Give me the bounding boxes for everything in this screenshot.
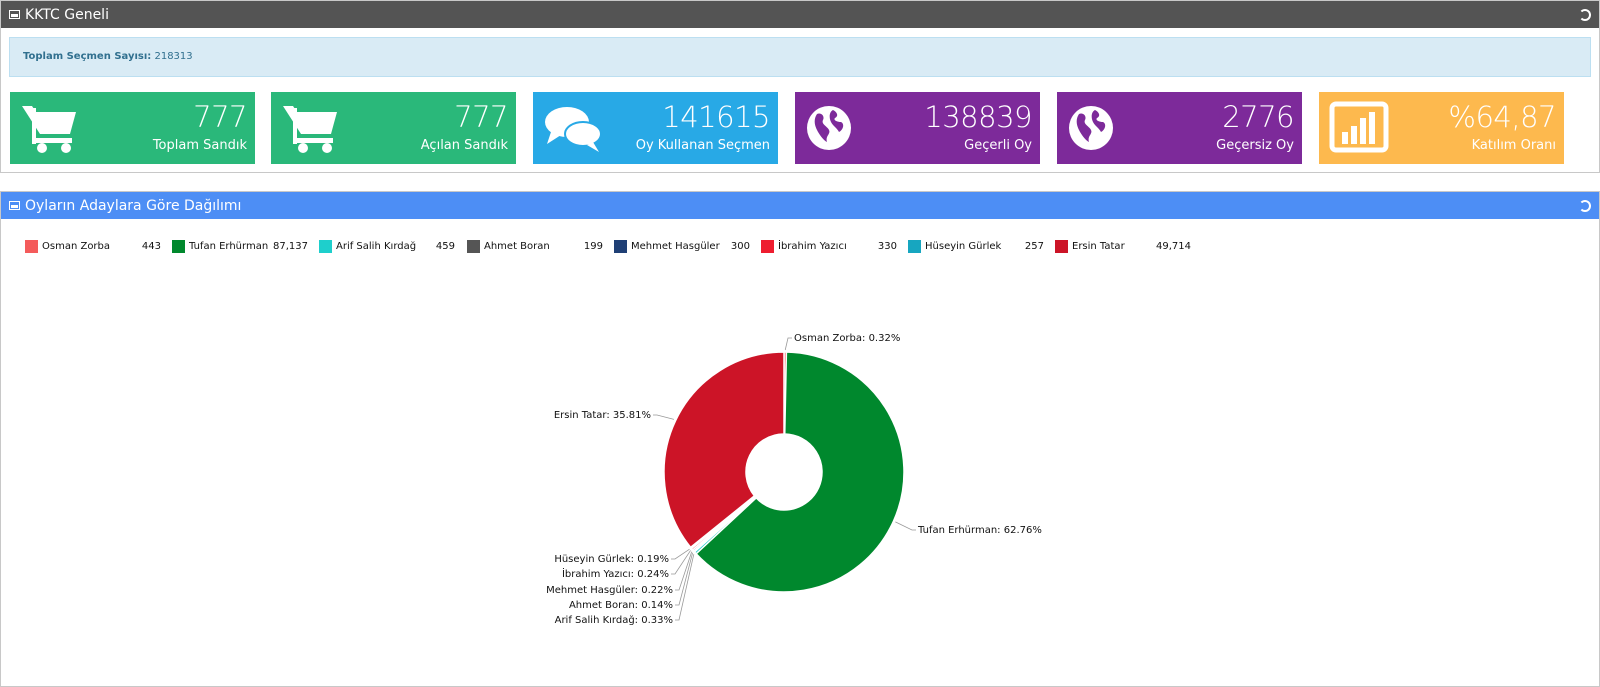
cart-icon (283, 106, 337, 153)
stat-tile-voters: 141615 Oy Kullanan Seçmen (533, 92, 778, 164)
globe-icon (807, 106, 851, 150)
total-voters-value: 218313 (154, 51, 193, 62)
summary-panel-header: KKTC Geneli (1, 1, 1599, 28)
legend-swatch (614, 240, 627, 253)
stat-label: Açılan Sandık (420, 138, 508, 153)
stat-tile-turnout: %64,87 Katılım Oranı (1319, 92, 1564, 164)
stat-value: 2776 (1222, 100, 1294, 134)
picture-icon (9, 10, 20, 19)
legend-value: 87,137 (273, 241, 308, 252)
stat-label: Oy Kullanan Seçmen (635, 138, 770, 153)
stat-tile-opened-boxes: 777 Açılan Sandık (271, 92, 516, 164)
refresh-icon[interactable] (1579, 199, 1591, 212)
legend-value: 199 (583, 241, 603, 252)
label-connector (675, 554, 695, 621)
legend-value: 257 (1024, 241, 1044, 252)
refresh-icon[interactable] (1579, 8, 1591, 21)
legend-name: Osman Zorba (42, 241, 111, 252)
donut-slice[interactable] (663, 351, 785, 549)
legend-name: İbrahim Yazıcı (778, 241, 847, 252)
total-voters-label: Toplam Seçmen Sayısı: (23, 51, 152, 62)
total-voters-info: Toplam Seçmen Sayısı: 218313 (9, 37, 1591, 77)
legend-name: Ersin Tatar (1072, 241, 1125, 252)
label-connector (675, 552, 694, 606)
legend-value: 443 (141, 241, 161, 252)
legend-name: Hüseyin Gürlek (925, 241, 1002, 252)
legend-swatch (172, 240, 185, 253)
stat-value: 777 (454, 100, 508, 134)
stat-label: Katılım Oranı (1471, 138, 1556, 153)
legend-value: 330 (877, 241, 897, 252)
legend-swatch (319, 240, 332, 253)
slice-label: Arif Salih Kırdağ: 0.33% (555, 614, 673, 626)
legend-swatch (761, 240, 774, 253)
donut-slice[interactable] (695, 351, 905, 593)
legend-name: Mehmet Hasgüler (631, 241, 720, 252)
globe-icon (1069, 106, 1113, 150)
label-connector (671, 550, 691, 575)
stat-tile-valid-votes: 138839 Geçerli Oy (795, 92, 1040, 164)
legend-swatch (908, 240, 921, 253)
legend-name: Tufan Erhürman (189, 241, 269, 252)
label-connector (784, 337, 792, 351)
slice-label: Ahmet Boran: 0.14% (569, 600, 673, 611)
label-connector (895, 521, 916, 531)
stat-value: 138839 (924, 100, 1032, 134)
stat-tile-invalid-votes: 2776 Geçersiz Oy (1057, 92, 1302, 164)
stat-label: Geçerli Oy (964, 138, 1032, 153)
stat-value: %64,87 (1448, 100, 1556, 134)
chat-bubbles-icon (545, 107, 602, 152)
summary-panel: KKTC Geneli Toplam Seçmen Sayısı: 218313… (0, 0, 1600, 173)
stat-tile-total-boxes: 777 Toplam Sandık (10, 92, 255, 164)
stat-value: 777 (193, 100, 247, 134)
label-connector (653, 414, 675, 420)
stat-label: Toplam Sandık (152, 138, 247, 153)
slice-label: Hüseyin Gürlek: 0.19% (554, 554, 669, 565)
slice-label: Ersin Tatar: 35.81% (554, 410, 651, 421)
stat-label: Geçersiz Oy (1216, 138, 1294, 153)
slice-label: Tufan Erhürman: 62.76% (917, 525, 1042, 536)
label-connector (671, 548, 690, 560)
slice-label: Osman Zorba: 0.32% (794, 333, 900, 344)
distribution-panel-header: Oyların Adaylara Göre Dağılımı (1, 192, 1599, 219)
distribution-panel-title: Oyların Adaylara Göre Dağılımı (25, 197, 242, 214)
label-connector (675, 551, 693, 591)
summary-panel-title: KKTC Geneli (25, 6, 109, 23)
slice-label: Mehmet Hasgüler: 0.22% (546, 585, 673, 596)
legend-value: 49,714 (1156, 241, 1191, 252)
distribution-panel: Oyların Adaylara Göre Dağılımı Osman Zor… (0, 191, 1600, 687)
legend-name: Ahmet Boran (484, 241, 550, 252)
legend-name: Arif Salih Kırdağ (336, 241, 417, 252)
legend-swatch (1055, 240, 1068, 253)
bar-chart-icon (1329, 101, 1389, 153)
cart-icon (22, 106, 76, 153)
stat-value: 141615 (662, 100, 770, 134)
donut-chart: Osman Zorba: 0.32% Tufan Erhürman: 62.76%… (546, 333, 1042, 626)
legend-value: 300 (730, 241, 750, 252)
legend-swatch (467, 240, 480, 253)
slice-label: İbrahim Yazıcı: 0.24% (562, 567, 669, 580)
legend-swatch (25, 240, 38, 253)
picture-icon (9, 201, 20, 210)
legend-value: 459 (435, 241, 455, 252)
